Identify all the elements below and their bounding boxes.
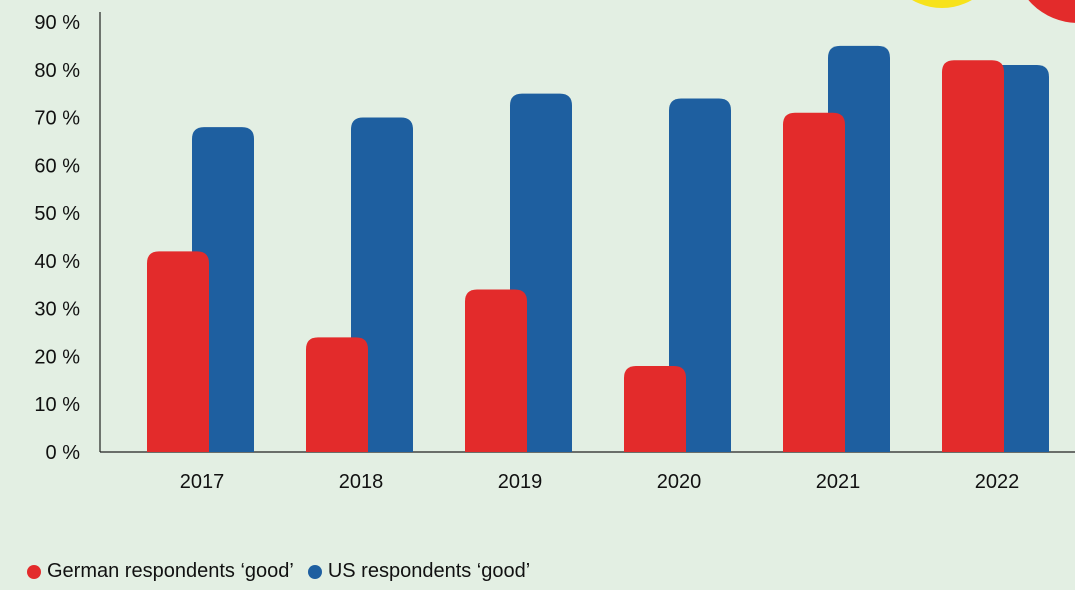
y-tick-label: 50 % xyxy=(34,203,80,225)
x-tick-label: 2019 xyxy=(498,471,543,493)
bar-german-2020 xyxy=(624,366,686,452)
bar-us-2020 xyxy=(669,98,731,452)
legend-label-german: German respondents ‘good’ xyxy=(47,560,294,582)
x-tick-label: 2021 xyxy=(816,471,861,493)
legend-item-us: US respondents ‘good’ xyxy=(307,560,531,583)
decorative-yellow-circle xyxy=(912,0,972,8)
legend-label-us: US respondents ‘good’ xyxy=(327,560,531,582)
bar-german-2022 xyxy=(942,60,1004,452)
decorative-red-circle xyxy=(1028,0,1075,23)
x-tick-label: 2018 xyxy=(339,471,384,493)
x-tick-label: 2020 xyxy=(657,471,702,493)
bar-german-2017 xyxy=(147,251,209,452)
bar-german-2021 xyxy=(783,112,845,453)
y-tick-label: 10 % xyxy=(34,394,80,416)
y-tick-label: 40 % xyxy=(34,251,80,273)
bar-german-2019 xyxy=(465,289,527,452)
y-tick-label: 80 % xyxy=(34,60,80,82)
x-tick-label: 2017 xyxy=(180,471,225,493)
y-tick-label: 60 % xyxy=(34,155,80,177)
legend-swatch-german xyxy=(27,564,41,579)
x-tick-label: 2022 xyxy=(975,471,1020,493)
y-tick-label: 30 % xyxy=(34,299,80,321)
y-tick-label: 20 % xyxy=(34,346,80,368)
legend: German respondents ‘good’ US respondents… xyxy=(27,560,544,583)
y-tick-label: 70 % xyxy=(34,108,80,130)
bar-german-2018 xyxy=(306,337,368,452)
y-tick-label: 0 % xyxy=(46,442,81,464)
legend-item-german: German respondents ‘good’ xyxy=(27,560,294,583)
y-tick-label: 90 % xyxy=(34,12,80,34)
legend-swatch-us xyxy=(307,564,322,579)
